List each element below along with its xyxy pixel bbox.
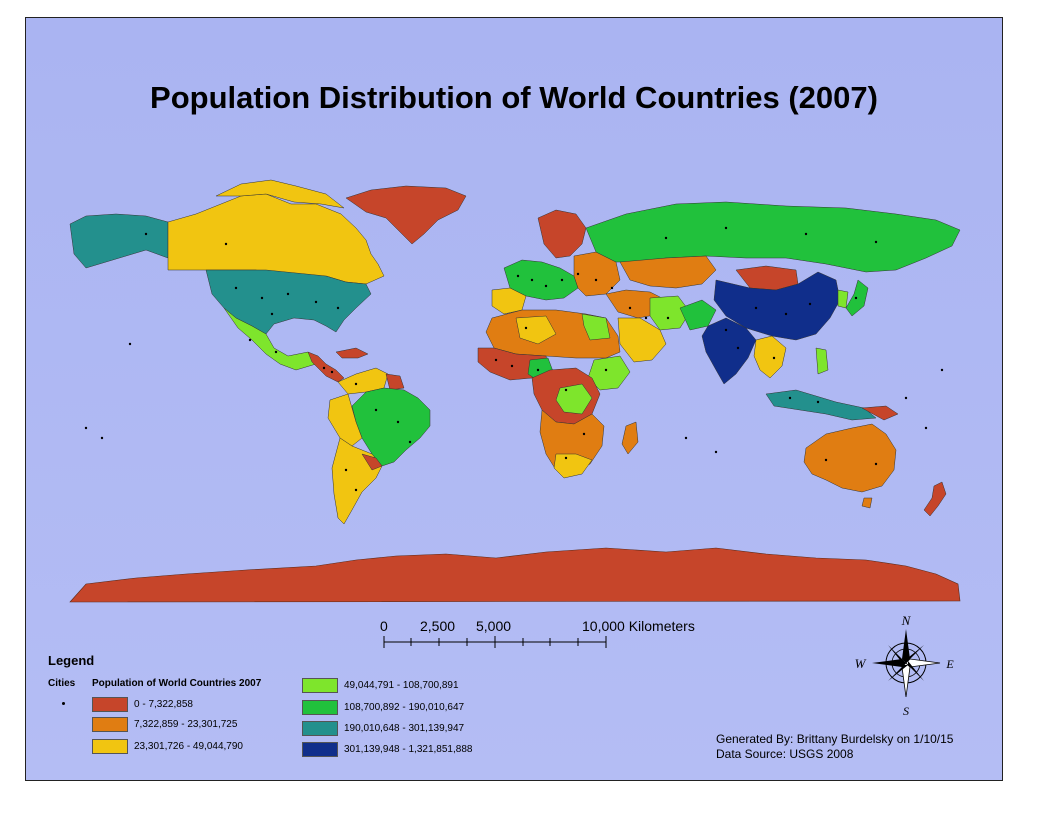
map-frame: Population Distribution of World Countri… [25,17,1003,781]
legend-swatch [302,741,338,757]
korea [837,289,849,309]
new-guinea [861,405,899,421]
north-arrow: N E S W [855,613,955,718]
south-africa [553,453,593,479]
cities-label: Cities [48,678,76,689]
legend-swatch [302,699,338,715]
southeast-asia [753,335,787,379]
egypt [581,313,611,341]
population-label: Population of World Countries 2007 [92,678,262,689]
alaska [69,213,169,269]
india [701,317,757,385]
greenland [345,185,467,245]
legend-item-class-5: 108,700,892 - 190,010,647 [302,699,464,715]
scale-label-5000: 5,000 [476,618,512,634]
legend-label: 7,322,859 - 23,301,725 [134,718,238,730]
scale-label-10000: 10,000 Kilometers [582,618,695,634]
legend-swatch [92,696,128,712]
legend-item-class-1: 0 - 7,322,858 [92,696,193,712]
legend-label: 301,139,948 - 1,321,851,888 [344,743,473,755]
caribbean [335,347,369,359]
legend-label: 190,010,648 - 301,139,947 [344,722,465,734]
city-symbol [62,702,65,705]
scandinavia [537,209,587,259]
philippines [815,347,829,375]
legend-item-class-2: 7,322,859 - 23,301,725 [92,716,237,732]
scale-label-2500: 2,500 [420,618,456,634]
legend-swatch [92,716,128,732]
generated-by: Generated By: Brittany Burdelsky on 1/10… [716,732,954,746]
south-label: S [903,704,909,718]
legend-item-class-4: 49,044,791 - 108,700,891 [302,677,459,693]
guianas [385,373,405,391]
arabia [617,317,667,363]
legend-swatch [92,738,128,754]
new-zealand [923,481,947,517]
data-source: Data Source: USGS 2008 [716,747,854,761]
north-label: N [901,613,912,628]
legend-label: 108,700,892 - 190,010,647 [344,701,465,713]
antarctica [69,547,961,603]
map-credits: Generated By: Brittany Burdelsky on 1/10… [716,732,953,762]
scale-bar [383,636,607,648]
china [713,271,841,341]
legend-label: 0 - 7,322,858 [134,698,193,710]
scale-label-0: 0 [380,618,388,634]
kazakhstan [619,255,717,289]
city-points [84,226,944,492]
legend-item-class-3: 23,301,726 - 49,044,790 [92,738,243,754]
indonesia [765,389,877,421]
iran [649,295,691,331]
sahara-central [515,315,557,345]
paraguay-uruguay [361,453,383,471]
world-map: N E S W [69,179,961,718]
legend-swatch [302,677,338,693]
map-title: Population Distribution of World Countri… [150,80,878,115]
central-america [307,351,345,383]
tasmania [861,497,873,509]
drc [555,383,593,415]
legend-item-class-7: 301,139,948 - 1,321,851,888 [302,741,472,757]
east-label: E [945,657,954,671]
legend-title: Legend [48,653,95,668]
legend-label: 49,044,791 - 108,700,891 [344,679,459,691]
afghanistan-pakistan [679,299,717,331]
peru-bolivia [327,393,363,447]
madagascar [621,421,639,455]
legend-swatch [302,720,338,736]
legend-item-class-6: 190,010,648 - 301,139,947 [302,720,464,736]
west-label: W [855,656,867,671]
canada-arctic-islands [215,179,345,209]
legend-label: 23,301,726 - 49,044,790 [134,740,243,752]
colombia-venezuela [337,367,389,395]
australia [803,423,897,493]
